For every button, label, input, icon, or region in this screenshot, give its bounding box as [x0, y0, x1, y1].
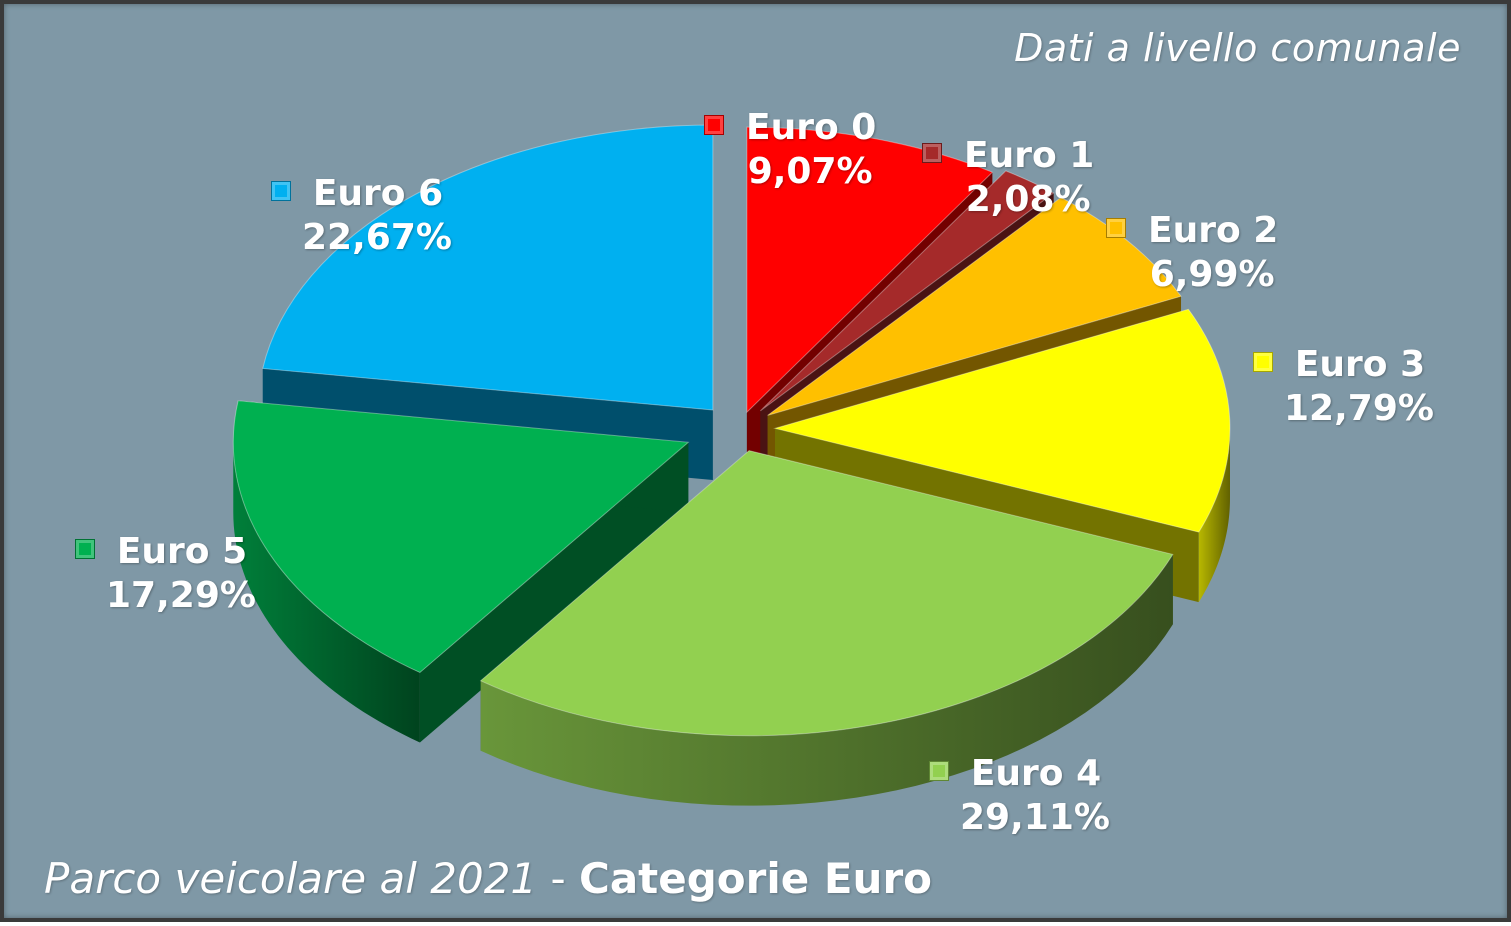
pie-chart: [232, 124, 1231, 806]
pie-top-euro-2: [767, 196, 1182, 416]
pie-top-euro-3: [773, 308, 1231, 533]
legend-key-euro-5: [74, 539, 95, 559]
chart-subtitle: Dati a livello comunale: [1014, 26, 1461, 70]
chart-title-italic: Parco veicolare al 2021: [44, 854, 538, 903]
data-label-euro-1: Euro 1 2,08%: [922, 134, 1094, 222]
value-label-euro-3: 12,79%: [1284, 388, 1434, 429]
pie-slice-euro-4: [479, 450, 1174, 806]
chart-title-separator: -: [537, 854, 579, 903]
value-label-euro-0: 9,07%: [747, 151, 873, 192]
data-label-euro-6: Euro 6 22,67%: [262, 172, 452, 260]
legend-key-euro-4: [928, 761, 949, 781]
legend-key-euro-1: [922, 143, 942, 163]
data-label-euro-3: Euro 3 12,79%: [1244, 343, 1434, 431]
pie-rim-euro-5: [233, 442, 420, 743]
value-label-euro-1: 2,08%: [965, 179, 1091, 220]
pie-top-euro-4: [479, 450, 1174, 737]
pie-top-euro-5: [232, 400, 690, 674]
pie-slice-euro-5: [232, 400, 690, 743]
category-label-euro-3: Euro 3: [1294, 344, 1426, 385]
pie-top-euro-6: [262, 124, 714, 411]
value-label-euro-2: 6,99%: [1149, 254, 1275, 295]
category-label-euro-5: Euro 5: [116, 531, 248, 572]
chart-title: Parco veicolare al 2021 - Categorie Euro: [44, 854, 932, 903]
value-label-euro-4: 29,11%: [960, 797, 1110, 838]
category-label-euro-0: Euro 0: [746, 107, 877, 148]
pie-rim-euro-3: [1198, 428, 1230, 603]
data-label-euro-0: Euro 0 9,07%: [704, 106, 876, 194]
pie-top-euro-0: [746, 126, 994, 414]
category-label-euro-4: Euro 4: [970, 753, 1102, 794]
legend-key-euro-2: [1106, 218, 1126, 238]
data-label-euro-5: Euro 5 17,29%: [66, 530, 256, 618]
data-label-euro-2: Euro 2 6,99%: [1106, 209, 1278, 297]
value-label-euro-5: 17,29%: [106, 575, 256, 616]
legend-key-euro-0: [704, 115, 724, 135]
pie-wall-euro-5-0: [419, 442, 689, 743]
category-label-euro-2: Euro 2: [1148, 210, 1279, 251]
pie-top-euro-1: [760, 170, 1055, 412]
value-label-euro-6: 22,67%: [302, 217, 452, 258]
data-label-euro-4: Euro 4 29,11%: [920, 752, 1110, 840]
pie-rim-euro-4: [480, 554, 1173, 806]
legend-key-euro-3: [1252, 352, 1273, 372]
chart-title-bold: Categorie Euro: [579, 854, 933, 903]
legend-key-euro-6: [270, 181, 291, 201]
category-label-euro-6: Euro 6: [312, 173, 444, 214]
category-label-euro-1: Euro 1: [964, 135, 1095, 176]
